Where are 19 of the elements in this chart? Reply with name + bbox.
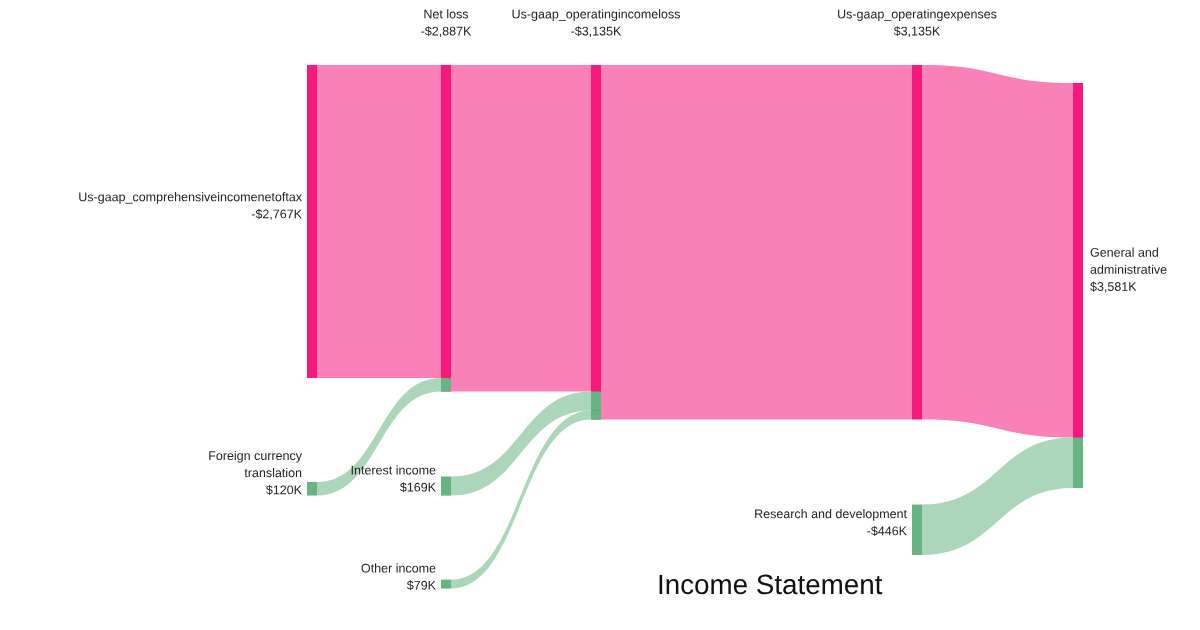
data-label: $169K <box>399 482 436 493</box>
category-label: Net loss <box>424 9 469 19</box>
data-label: $3,581K <box>1090 281 1137 293</box>
data-label: -$2,887K <box>421 26 472 38</box>
data-label: -$2,767K <box>251 208 302 220</box>
category-label: General and administrative <box>1090 247 1167 274</box>
category-label: Interest income <box>351 465 436 475</box>
category-label: Other income <box>361 563 436 573</box>
data-label: -$446K <box>867 525 907 537</box>
category-label: Us-gaap_comprehensiveincomenetoftax <box>79 192 302 204</box>
text: Income Statement <box>659 574 883 595</box>
category-label: Research and development <box>755 509 907 521</box>
category-label: Us-gaap_operatingexpenses <box>838 9 997 21</box>
category-label: Foreign currency translation <box>209 450 302 478</box>
data-label: $120K <box>265 484 302 495</box>
data-label: -$3,135K <box>571 26 622 38</box>
category-label: Us-gaap_operatingincomeloss <box>512 9 680 21</box>
data-label: $79K <box>406 580 436 591</box>
data-label: $3,135K <box>893 26 941 38</box>
